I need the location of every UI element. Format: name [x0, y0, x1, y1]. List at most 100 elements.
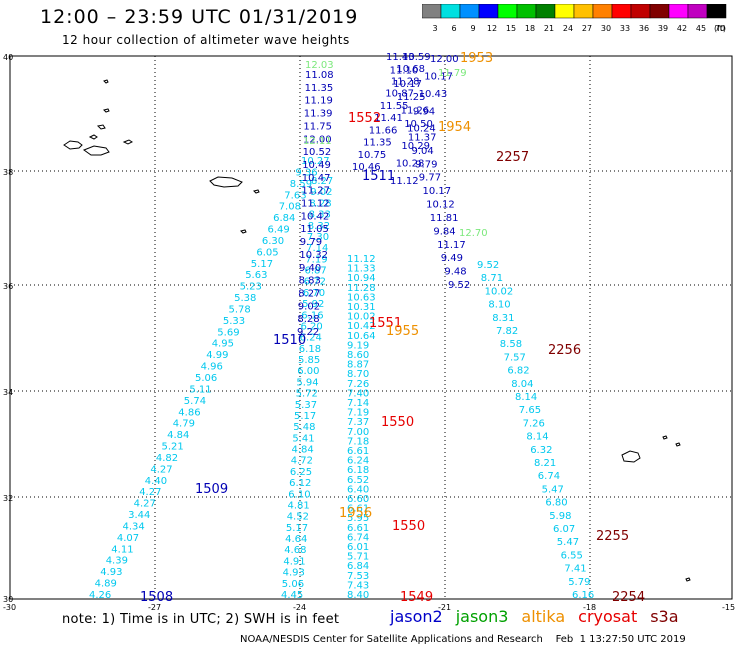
wave-height-value: 12.11	[303, 136, 332, 147]
wave-height-value: 6.70	[303, 288, 325, 299]
wave-height-value: 5.47	[542, 484, 564, 495]
wave-height-value: 9.79	[300, 237, 322, 248]
wave-height-value: 6.24	[347, 456, 369, 467]
wave-height-value: 9.02	[298, 301, 320, 312]
wave-height-value: 10.32	[299, 250, 328, 261]
wave-height-value: 9.04	[412, 146, 434, 157]
wave-height-value: 5.47	[557, 537, 579, 548]
scale-unit: (ft)	[714, 24, 726, 33]
wave-height-value: 10.02	[347, 312, 376, 323]
wave-height-value: 6.07	[553, 524, 575, 535]
wave-height-value: 6.18	[347, 465, 369, 476]
scale-label: 12	[487, 24, 497, 33]
wave-height-value: 11.43	[386, 52, 415, 63]
wave-height-value: 6.05	[256, 247, 278, 258]
wave-height-value: 11.81	[430, 213, 459, 224]
scale-label: 39	[658, 24, 668, 33]
wave-height-value: 7.19	[305, 254, 327, 265]
wave-height-value: 11.05	[300, 224, 329, 235]
map-frame	[9, 55, 733, 600]
wave-height-value: 10.50	[404, 119, 433, 130]
wave-height-value: 10.52	[303, 147, 332, 158]
wave-height-value: 7.00	[347, 427, 369, 438]
scale-label: 33	[620, 24, 630, 33]
lon-label: -30	[3, 603, 16, 612]
wave-height-value: 10.63	[347, 292, 376, 303]
wave-height-value: 4.11	[111, 544, 133, 555]
wave-height-value: 9.94	[413, 106, 435, 117]
wave-height-value: 11.79	[438, 68, 467, 79]
wave-height-value: 7.19	[347, 408, 369, 419]
wave-height-value: 4.93	[100, 567, 122, 578]
wave-height-value: 4.95	[212, 339, 234, 350]
wave-height-value: 11.41	[374, 113, 403, 124]
legend-cryosat: cryosat	[578, 607, 638, 626]
lon-label: -24	[293, 603, 306, 612]
wave-height-value: 6.00	[297, 366, 319, 377]
lon-label: -27	[148, 603, 161, 612]
scale-label: 36	[639, 24, 649, 33]
wave-height-value: 8.71	[481, 273, 503, 284]
scale-label: 9	[470, 24, 475, 33]
wave-height-value: 6.16	[301, 310, 323, 321]
wave-height-value: 5.78	[229, 305, 251, 316]
wave-height-value: 7.53	[347, 571, 369, 582]
wave-height-value: 8.83	[299, 276, 321, 287]
pass-time-label: 1953	[460, 51, 493, 66]
wave-height-value: 10.17	[423, 186, 452, 197]
scale-label: 24	[563, 24, 573, 33]
lon-label: -18	[583, 603, 596, 612]
wave-height-value: 6.60	[347, 494, 369, 505]
pass-time-label: 1955	[386, 324, 419, 339]
wave-height-value: 5.37	[295, 400, 317, 411]
wave-height-value: 10.28	[396, 159, 425, 170]
wave-height-value: 11.17	[437, 240, 466, 251]
pass-time-label: 1552	[348, 111, 381, 126]
wave-height-value: 4.86	[178, 407, 200, 418]
wave-height-value: 4.99	[206, 350, 228, 361]
wave-height-value: 4.40	[145, 476, 167, 487]
pass-time-label: 1954	[438, 120, 471, 135]
wave-height-value: 5.21	[162, 442, 184, 453]
wave-height-value: 9.52	[448, 280, 470, 291]
wave-height-value: 10.59	[402, 52, 431, 63]
wave-height-value: 4.27	[139, 487, 161, 498]
wave-height-value: 4.68	[284, 545, 306, 556]
wave-height-value: 5.17	[251, 259, 273, 270]
wave-height-value: 6.61	[347, 504, 369, 515]
pass-time-label: 1551	[369, 316, 402, 331]
wave-height-value: 8.28	[297, 314, 319, 325]
lat-label: 30	[3, 595, 13, 604]
wave-height-value: 7.30	[307, 232, 329, 243]
wave-height-value: 6.87	[305, 266, 327, 277]
scale-label: 15	[506, 24, 516, 33]
wave-height-value: 8.14	[515, 392, 537, 403]
wave-height-value: 12.00	[303, 134, 332, 145]
scale-label: 27	[582, 24, 592, 33]
wave-height-value: 8.14	[526, 432, 548, 443]
wave-height-value: 8.28	[309, 198, 331, 209]
pass-time-label: 1509	[195, 482, 228, 497]
wave-height-value: 10.12	[426, 200, 455, 211]
pass-time-label: 2257	[496, 150, 529, 165]
wave-height-value: 6.80	[545, 498, 567, 509]
legend-altika: altika	[521, 607, 566, 626]
wave-height-value: 6.10	[288, 489, 310, 500]
wave-height-value: 7.82	[496, 326, 518, 337]
wave-height-value: 4.72	[291, 456, 313, 467]
wave-height-value: 4.26	[89, 590, 111, 601]
pass-time-label: 1550	[381, 415, 414, 430]
wave-height-value: 3.44	[128, 510, 150, 521]
wave-height-value: 9.52	[477, 260, 499, 271]
wave-height-value: 4.27	[150, 464, 172, 475]
wave-height-value: 11.08	[305, 70, 334, 81]
credit-line: NOAA/NESDIS Center for Satellite Applica…	[240, 634, 686, 645]
wave-height-value: 4.45	[281, 590, 303, 601]
wave-height-value: 8.27	[311, 176, 333, 187]
footnote: note: 1) Time is in UTC; 2) SWH is in fe…	[62, 612, 340, 627]
wave-height-value: 7.65	[519, 405, 541, 416]
wave-height-value: 4.79	[173, 419, 195, 430]
scale-label: 45	[696, 24, 706, 33]
wave-height-value: 5.95	[347, 513, 369, 524]
wave-height-value: 6.12	[289, 478, 311, 489]
